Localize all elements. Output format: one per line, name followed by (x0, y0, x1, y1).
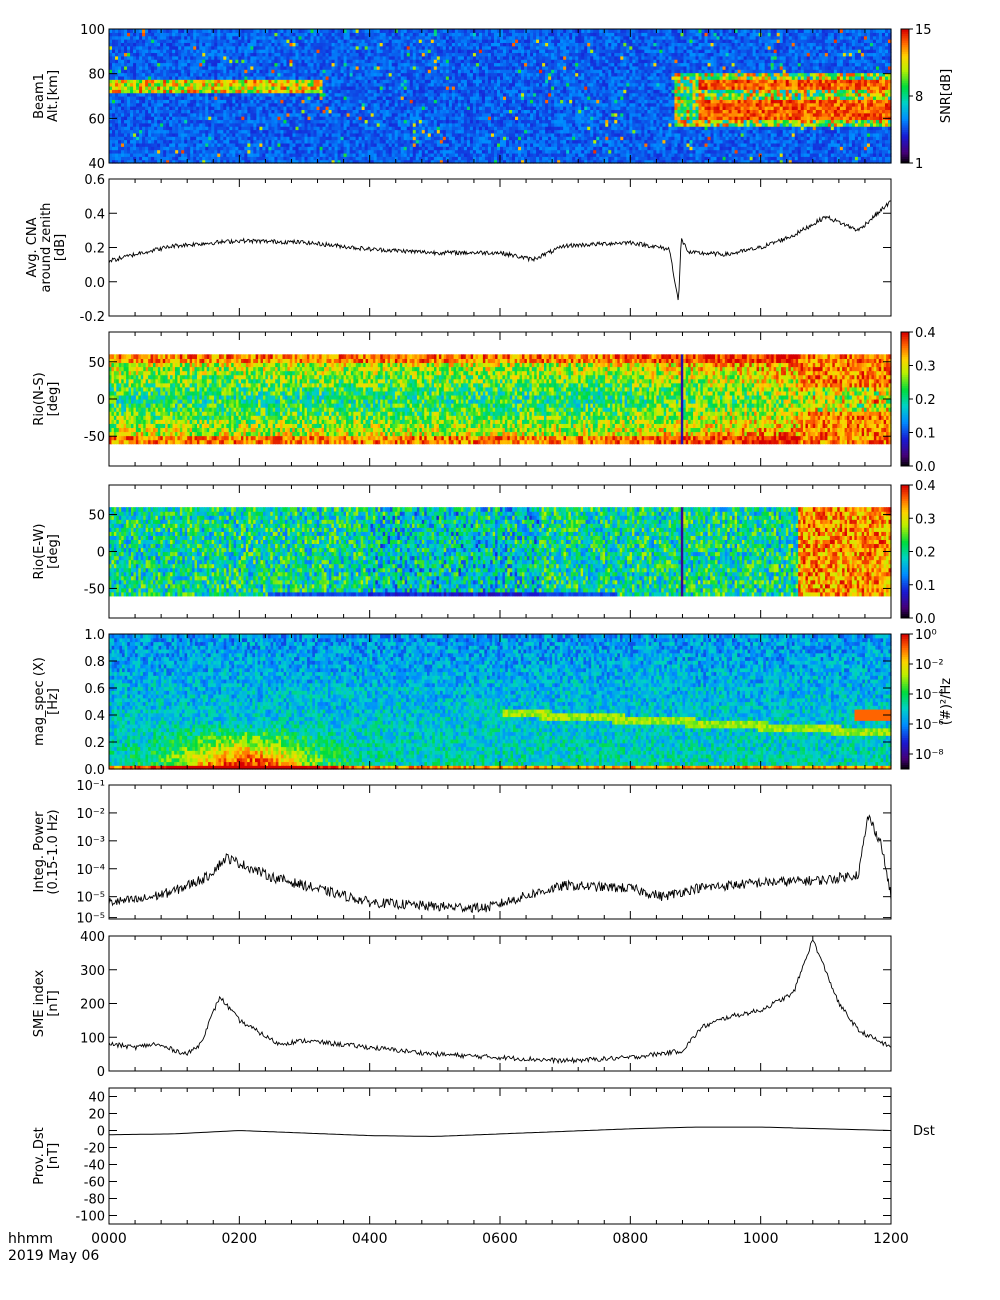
heatmap-layer (109, 29, 892, 770)
heatmap-snr (109, 29, 892, 164)
